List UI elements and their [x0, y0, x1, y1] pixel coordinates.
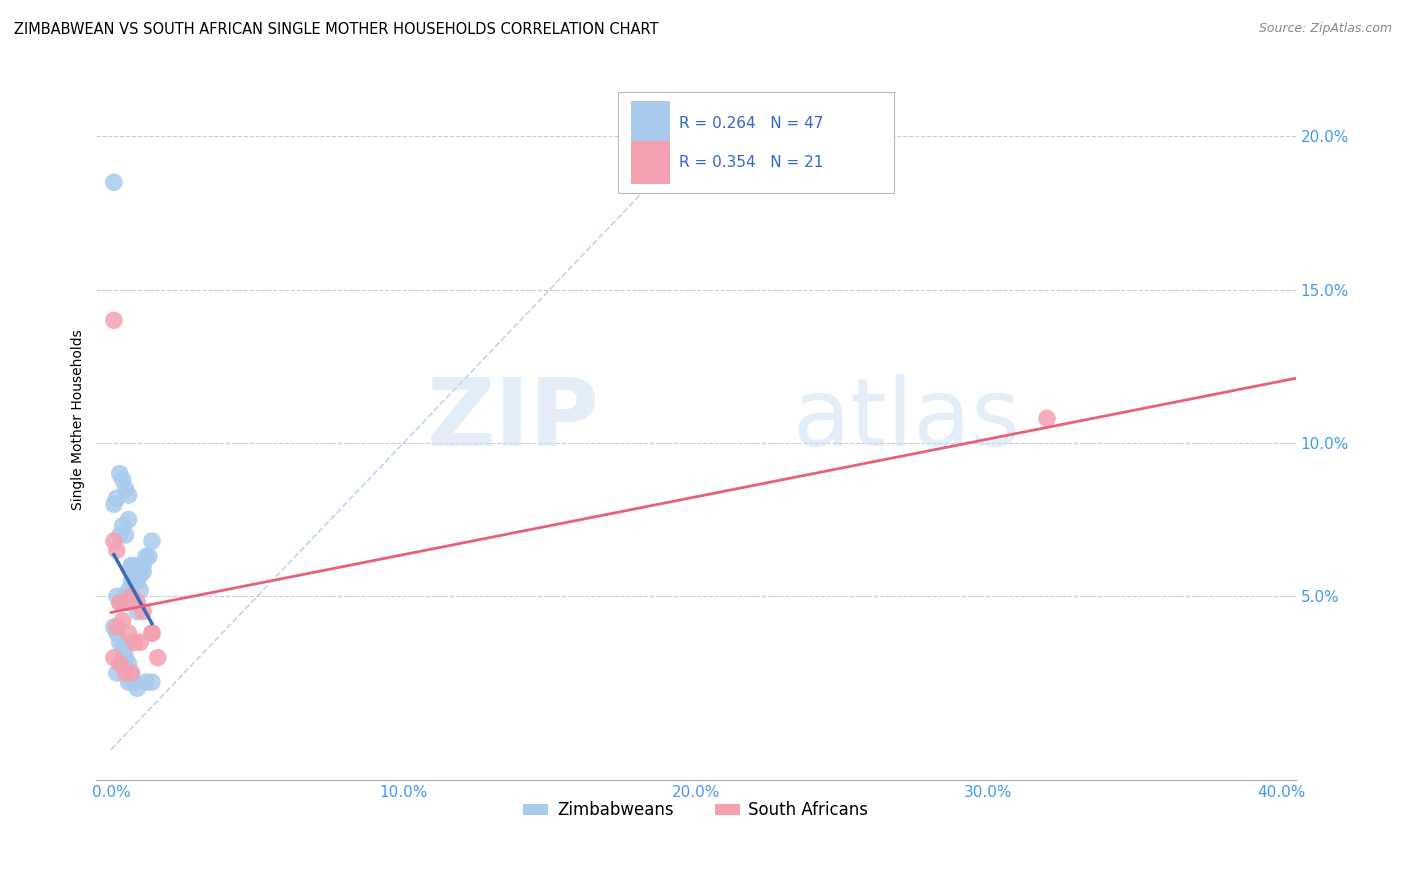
Point — [111, 614, 134, 628]
Text: atlas: atlas — [792, 374, 1021, 466]
Point — [138, 549, 160, 564]
Point — [114, 482, 136, 496]
Point — [124, 635, 146, 649]
Point — [108, 595, 131, 609]
Point — [141, 626, 163, 640]
Point — [135, 675, 157, 690]
Point — [124, 595, 146, 609]
Point — [129, 583, 152, 598]
Text: Source: ZipAtlas.com: Source: ZipAtlas.com — [1258, 22, 1392, 36]
Point — [1036, 411, 1059, 425]
Point — [132, 558, 155, 573]
Point — [132, 565, 155, 579]
Point — [108, 657, 131, 671]
Point — [141, 626, 163, 640]
Point — [129, 635, 152, 649]
Point — [117, 513, 139, 527]
Point — [141, 675, 163, 690]
FancyBboxPatch shape — [631, 102, 669, 144]
Point — [111, 473, 134, 487]
Y-axis label: Single Mother Households: Single Mother Households — [72, 329, 86, 510]
Point — [108, 467, 131, 481]
Point — [117, 488, 139, 502]
Point — [108, 635, 131, 649]
Point — [124, 574, 146, 588]
Point — [114, 528, 136, 542]
Point — [127, 595, 149, 609]
Point — [120, 665, 142, 680]
Point — [108, 657, 131, 671]
Point — [114, 641, 136, 656]
Text: R = 0.354   N = 21: R = 0.354 N = 21 — [679, 155, 824, 170]
Point — [108, 595, 131, 609]
Point — [129, 567, 152, 582]
Point — [105, 626, 128, 640]
Point — [111, 518, 134, 533]
Point — [127, 574, 149, 588]
Point — [127, 605, 149, 619]
Point — [111, 641, 134, 656]
Text: ZIMBABWEAN VS SOUTH AFRICAN SINGLE MOTHER HOUSEHOLDS CORRELATION CHART: ZIMBABWEAN VS SOUTH AFRICAN SINGLE MOTHE… — [14, 22, 658, 37]
Point — [108, 528, 131, 542]
Point — [127, 565, 149, 579]
Point — [117, 626, 139, 640]
Point — [114, 589, 136, 603]
Point — [114, 595, 136, 609]
Point — [120, 558, 142, 573]
Point — [114, 650, 136, 665]
Point — [120, 665, 142, 680]
Point — [124, 675, 146, 690]
FancyBboxPatch shape — [631, 141, 669, 184]
Point — [132, 605, 155, 619]
Point — [103, 313, 125, 327]
Point — [105, 665, 128, 680]
Point — [127, 681, 149, 696]
Point — [146, 650, 169, 665]
Point — [105, 589, 128, 603]
Point — [105, 543, 128, 558]
Point — [124, 558, 146, 573]
Legend: Zimbabweans, South Africans: Zimbabweans, South Africans — [517, 795, 875, 826]
Point — [105, 620, 128, 634]
Point — [103, 620, 125, 634]
Point — [103, 650, 125, 665]
Point — [117, 675, 139, 690]
Point — [141, 534, 163, 549]
Point — [120, 589, 142, 603]
Text: R = 0.264   N = 47: R = 0.264 N = 47 — [679, 116, 824, 130]
Point — [114, 665, 136, 680]
Point — [120, 574, 142, 588]
Point — [117, 657, 139, 671]
FancyBboxPatch shape — [619, 92, 894, 193]
Point — [111, 650, 134, 665]
Point — [105, 491, 128, 505]
Point — [103, 534, 125, 549]
Point — [135, 549, 157, 564]
Point — [120, 558, 142, 573]
Point — [103, 175, 125, 189]
Text: ZIP: ZIP — [427, 374, 600, 466]
Point — [103, 497, 125, 511]
Point — [117, 583, 139, 598]
